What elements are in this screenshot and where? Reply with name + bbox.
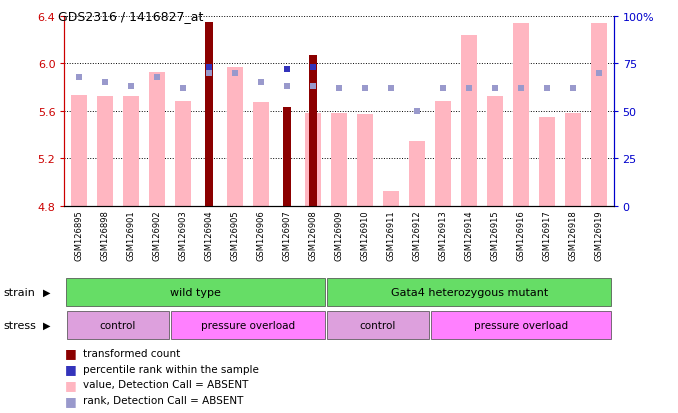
Bar: [66, 278, 325, 306]
Text: GSM126909: GSM126909: [334, 210, 344, 261]
Bar: [227, 68, 243, 206]
Bar: [540, 117, 555, 206]
Bar: [175, 102, 191, 206]
Text: ■: ■: [64, 378, 76, 391]
Text: control: control: [360, 320, 396, 330]
Bar: [461, 36, 477, 207]
Bar: [171, 311, 325, 339]
Text: transformed count: transformed count: [83, 348, 180, 358]
Text: value, Detection Call = ABSENT: value, Detection Call = ABSENT: [83, 380, 249, 389]
Text: control: control: [100, 320, 136, 330]
Bar: [591, 24, 607, 206]
Text: stress: stress: [3, 320, 36, 330]
Text: GSM126908: GSM126908: [308, 210, 317, 261]
Text: GSM126901: GSM126901: [126, 210, 136, 261]
Text: ■: ■: [64, 362, 76, 375]
Bar: [383, 191, 399, 206]
Text: ▶: ▶: [43, 320, 50, 330]
Bar: [71, 96, 87, 206]
Bar: [565, 114, 581, 206]
Text: GSM126915: GSM126915: [491, 210, 500, 261]
Text: ■: ■: [64, 347, 76, 360]
Bar: [283, 108, 291, 206]
Bar: [357, 115, 373, 206]
Text: GSM126905: GSM126905: [231, 210, 239, 261]
Bar: [327, 311, 428, 339]
Text: GSM126902: GSM126902: [153, 210, 161, 261]
Bar: [331, 114, 347, 206]
Text: GSM126917: GSM126917: [542, 210, 552, 261]
Bar: [123, 97, 138, 206]
Bar: [513, 24, 529, 206]
Bar: [309, 56, 317, 206]
Bar: [97, 97, 113, 206]
Text: wild type: wild type: [170, 287, 220, 297]
Text: ■: ■: [64, 394, 76, 407]
Text: GSM126910: GSM126910: [361, 210, 370, 261]
Text: GSM126907: GSM126907: [283, 210, 292, 261]
Bar: [410, 141, 425, 206]
Text: GSM126914: GSM126914: [464, 210, 474, 261]
Text: GSM126919: GSM126919: [595, 210, 604, 261]
Text: pressure overload: pressure overload: [474, 320, 568, 330]
Text: GSM126898: GSM126898: [100, 210, 109, 261]
Text: GSM126906: GSM126906: [256, 210, 265, 261]
Bar: [431, 311, 611, 339]
Bar: [253, 103, 268, 206]
Text: percentile rank within the sample: percentile rank within the sample: [83, 364, 259, 374]
Text: strain: strain: [3, 287, 35, 297]
Text: ▶: ▶: [43, 287, 50, 297]
Text: GDS2316 / 1416827_at: GDS2316 / 1416827_at: [58, 10, 203, 23]
Bar: [435, 102, 451, 206]
Bar: [305, 114, 321, 206]
Text: rank, Detection Call = ABSENT: rank, Detection Call = ABSENT: [83, 395, 244, 405]
Text: GSM126903: GSM126903: [178, 210, 187, 261]
Text: GSM126916: GSM126916: [517, 210, 525, 261]
Text: GSM126913: GSM126913: [439, 210, 447, 261]
Bar: [67, 311, 169, 339]
Text: pressure overload: pressure overload: [201, 320, 295, 330]
Text: GSM126912: GSM126912: [413, 210, 422, 261]
Bar: [205, 22, 213, 206]
Bar: [149, 72, 165, 206]
Bar: [327, 278, 611, 306]
Bar: [487, 97, 503, 206]
Text: GSM126895: GSM126895: [74, 210, 83, 261]
Text: Gata4 heterozygous mutant: Gata4 heterozygous mutant: [391, 287, 548, 297]
Text: GSM126904: GSM126904: [204, 210, 214, 261]
Text: GSM126911: GSM126911: [386, 210, 395, 261]
Text: GSM126918: GSM126918: [569, 210, 578, 261]
